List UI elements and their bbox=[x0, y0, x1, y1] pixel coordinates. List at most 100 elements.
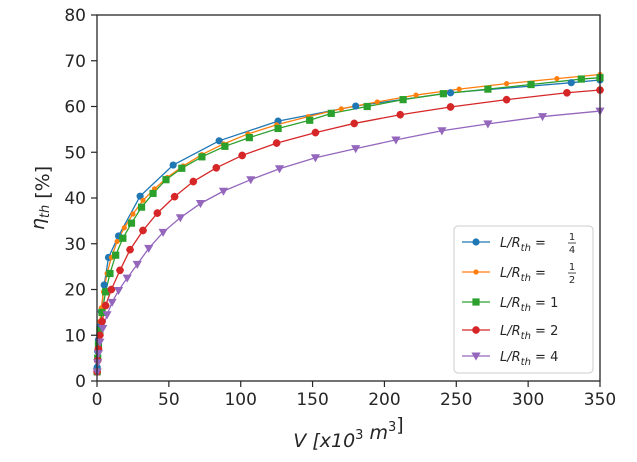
data-point-series-4 bbox=[563, 88, 571, 97]
data-point-series-3 bbox=[96, 327, 104, 335]
data-point-series-5 bbox=[144, 244, 154, 253]
y-tick-label: 40 bbox=[64, 189, 86, 209]
data-point-series-3 bbox=[221, 142, 229, 150]
data-point-series-3 bbox=[399, 96, 407, 104]
x-tick-label: 350 bbox=[584, 390, 616, 410]
data-point-series-4 bbox=[502, 95, 511, 104]
data-point-series-4 bbox=[311, 128, 320, 137]
data-point-series-4 bbox=[189, 177, 198, 186]
data-point-series-3 bbox=[274, 124, 282, 133]
y-tick-label: 80 bbox=[64, 6, 86, 26]
data-point-series-4 bbox=[212, 164, 221, 172]
data-point-series-5 bbox=[483, 120, 493, 129]
data-point-series-5 bbox=[102, 311, 112, 320]
data-point-series-3 bbox=[484, 85, 492, 93]
data-point-series-5 bbox=[93, 359, 103, 368]
data-point-series-5 bbox=[351, 145, 361, 154]
data-point-series-5 bbox=[218, 187, 229, 196]
x-axis-label: V [x103 m3] bbox=[293, 414, 403, 452]
data-point-series-3 bbox=[127, 219, 136, 227]
data-point-series-3 bbox=[149, 189, 157, 198]
svg-text:1: 1 bbox=[569, 262, 575, 273]
plot-markers bbox=[92, 71, 605, 377]
data-point-series-4 bbox=[272, 139, 281, 147]
data-point-series-3 bbox=[106, 269, 114, 278]
data-point-series-3 bbox=[198, 153, 206, 161]
data-point-series-1 bbox=[352, 102, 360, 110]
data-point-series-2 bbox=[554, 75, 560, 82]
data-point-series-4 bbox=[238, 151, 246, 160]
legend-label-5: L/Rth = 4 bbox=[500, 350, 558, 368]
data-point-series-4 bbox=[350, 119, 359, 128]
data-point-series-5 bbox=[437, 127, 447, 136]
data-point-series-3 bbox=[306, 116, 314, 124]
data-point-series-2 bbox=[130, 211, 136, 217]
y-axis-ticks: 0 10 20 30 40 50 60 70 80 bbox=[64, 6, 97, 392]
data-point-series-3 bbox=[94, 340, 103, 348]
data-point-series-3 bbox=[527, 80, 535, 89]
data-point-series-4 bbox=[139, 226, 147, 235]
y-tick-label: 50 bbox=[64, 143, 86, 163]
data-point-series-5 bbox=[391, 136, 401, 145]
legend: L/Rth = 14L/Rth = 12L/Rth = 1L/Rth = 2L/… bbox=[453, 225, 594, 374]
svg-text:2: 2 bbox=[569, 275, 575, 286]
y-tick-label: 60 bbox=[64, 98, 86, 118]
data-point-series-2 bbox=[338, 106, 344, 112]
data-point-series-5 bbox=[310, 154, 321, 163]
data-point-series-5 bbox=[113, 286, 124, 296]
data-point-series-4 bbox=[396, 110, 405, 119]
legend-marker-4 bbox=[472, 326, 480, 334]
data-point-series-3 bbox=[439, 90, 447, 98]
data-point-series-1 bbox=[215, 137, 223, 145]
data-point-series-3 bbox=[102, 288, 110, 296]
data-point-series-3 bbox=[327, 109, 335, 117]
data-point-series-4 bbox=[126, 245, 134, 254]
x-tick-label: 100 bbox=[224, 390, 256, 410]
legend-marker-3 bbox=[472, 298, 480, 306]
data-point-series-5 bbox=[175, 214, 185, 223]
data-point-series-5 bbox=[537, 113, 548, 122]
data-point-series-4 bbox=[107, 285, 116, 294]
legend-item-2: L/Rth = 12 bbox=[462, 262, 576, 286]
data-point-series-5 bbox=[132, 260, 142, 269]
data-point-series-2 bbox=[456, 86, 462, 92]
data-point-series-5 bbox=[122, 274, 132, 283]
data-point-series-3 bbox=[363, 102, 371, 111]
legend-label-3: L/Rth = 1 bbox=[500, 296, 558, 314]
svg-text:4: 4 bbox=[569, 245, 575, 256]
data-point-series-4 bbox=[101, 301, 110, 310]
legend-fraction-1: 14 bbox=[568, 232, 576, 256]
x-tick-label: 0 bbox=[92, 390, 103, 410]
legend-marker-1 bbox=[472, 238, 480, 246]
data-point-series-5 bbox=[107, 298, 117, 307]
data-point-series-4 bbox=[170, 192, 179, 201]
y-tick-label: 0 bbox=[75, 372, 86, 392]
x-axis-ticks: 0 50 100 150 200 250 300 350 bbox=[92, 381, 616, 410]
data-point-series-1 bbox=[169, 161, 177, 169]
data-point-series-5 bbox=[274, 165, 285, 174]
data-point-series-4 bbox=[98, 317, 106, 326]
legend-marker-2 bbox=[473, 269, 479, 275]
legend-marker-5 bbox=[471, 352, 481, 361]
data-point-series-2 bbox=[374, 99, 380, 105]
legend-label-4: L/Rth = 2 bbox=[500, 324, 558, 342]
data-point-series-2 bbox=[503, 81, 510, 87]
data-point-series-5 bbox=[98, 324, 108, 333]
data-point-series-2 bbox=[413, 92, 419, 98]
data-point-series-3 bbox=[98, 308, 106, 316]
legend-item-5: L/Rth = 4 bbox=[462, 350, 558, 368]
data-point-series-3 bbox=[137, 203, 146, 211]
data-point-series-3 bbox=[577, 75, 585, 83]
x-tick-label: 300 bbox=[512, 390, 544, 410]
x-tick-label: 250 bbox=[440, 390, 472, 410]
legend-label-1: L/Rth = bbox=[500, 236, 546, 254]
data-point-series-4 bbox=[153, 209, 162, 217]
x-tick-label: 200 bbox=[368, 390, 400, 410]
legend-frame bbox=[453, 225, 594, 374]
legend-item-1: L/Rth = 14 bbox=[462, 232, 576, 256]
y-axis-label: ηth [%] bbox=[27, 166, 54, 230]
y-tick-label: 20 bbox=[64, 281, 86, 301]
data-point-series-3 bbox=[112, 251, 120, 259]
data-point-series-5 bbox=[93, 350, 104, 359]
